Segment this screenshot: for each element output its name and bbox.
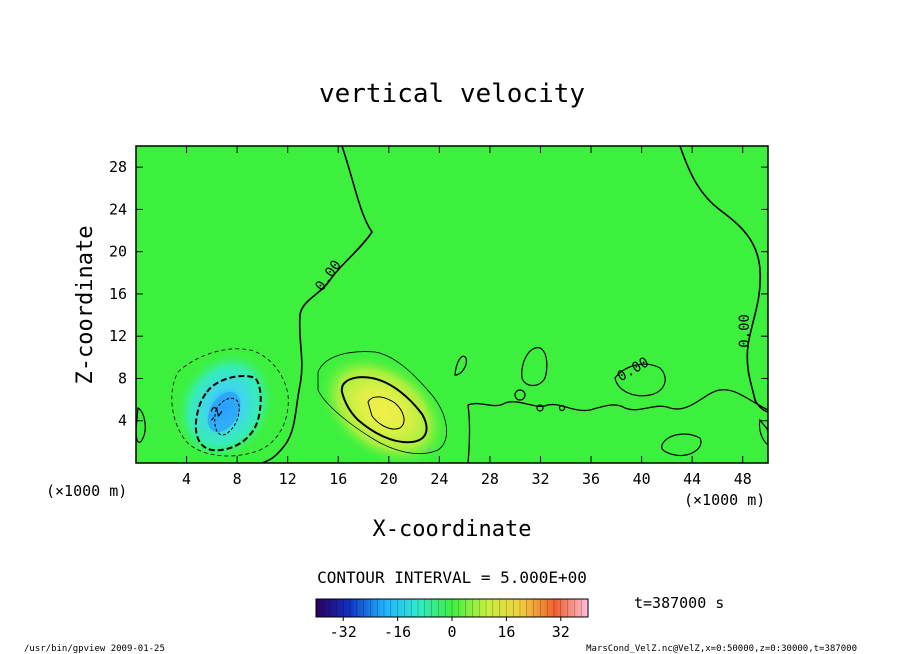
contour-cell-i bbox=[758, 418, 768, 446]
plot-area: 0.000.000.00-2 4 8 12 16 20 24 28 32 36 40 44 48 48… bbox=[109, 145, 769, 488]
contour-interval: CONTOUR INTERVAL = 5.000E+00 bbox=[317, 568, 587, 587]
x-tick-label: 12 bbox=[279, 470, 297, 488]
x-tick-label: 32 bbox=[531, 470, 549, 488]
colorbar-tick-label: 16 bbox=[497, 623, 515, 641]
x-tick-label: 36 bbox=[582, 470, 600, 488]
footer-right: MarsCond_VelZ.nc@VelZ,x=0:50000,z=0:3000… bbox=[586, 644, 857, 654]
zero-contour-lower bbox=[467, 389, 768, 463]
contour-cell-e bbox=[536, 404, 544, 412]
colorbar-ticks: -32 -16 0 16 32 bbox=[330, 617, 570, 641]
footer-left: /usr/bin/gpview 2009-01-25 bbox=[24, 644, 165, 654]
contour-updraft-outer bbox=[317, 351, 447, 455]
plot-frame bbox=[135, 145, 769, 464]
colorbar-tick-label: -32 bbox=[330, 623, 357, 641]
x-axis-label: X-coordinate bbox=[373, 517, 532, 542]
contour-cell-f bbox=[558, 404, 566, 412]
contour-cell-b bbox=[454, 355, 467, 376]
contour-cell-h bbox=[614, 363, 666, 397]
y-tick-label: 28 bbox=[109, 158, 127, 176]
x-tick-label: 28 bbox=[481, 470, 499, 488]
x-unit-label-right: (×1000 m) bbox=[684, 491, 765, 509]
contour-label: -2 bbox=[203, 404, 226, 427]
x-tick-label: 44 bbox=[683, 470, 701, 488]
colorbar: -32 -16 0 16 32 bbox=[315, 598, 589, 641]
contour-downdraft-inner bbox=[214, 397, 240, 436]
time-label: t=387000 s bbox=[634, 594, 724, 612]
x-tick-label: 40 bbox=[633, 470, 651, 488]
x-tick-label: 8 bbox=[233, 470, 242, 488]
contour-lines bbox=[136, 146, 768, 463]
x-axis-ticks: 4 8 12 16 20 24 28 32 36 40 44 48 bbox=[182, 146, 752, 488]
updraft-shading bbox=[317, 352, 449, 463]
y-axis-label: Z-coordinate bbox=[73, 226, 98, 385]
y-tick-label: 24 bbox=[109, 200, 127, 218]
colorbar-dividers bbox=[322, 599, 582, 617]
colorbar-tick-label: 32 bbox=[552, 623, 570, 641]
x-tick-label: 16 bbox=[329, 470, 347, 488]
y-axis-ticks: 4 8 12 16 20 24 28 bbox=[109, 158, 768, 430]
contour-cell-a bbox=[521, 347, 548, 387]
y-tick-label: 8 bbox=[118, 369, 127, 387]
x-tick-label: 4 bbox=[182, 470, 191, 488]
x-tick-label: 48 bbox=[734, 470, 752, 488]
colorbar-tick-label: 0 bbox=[447, 623, 456, 641]
contour-label: 0.00 bbox=[737, 314, 753, 348]
downdraft-core-shading bbox=[207, 391, 241, 433]
x-tick-label: 24 bbox=[430, 470, 448, 488]
y-tick-label: 12 bbox=[109, 327, 127, 345]
chart-title: vertical velocity bbox=[319, 79, 585, 109]
zero-contour-right bbox=[679, 146, 768, 413]
shaded-field: 0.000.000.00-2 bbox=[136, 146, 768, 463]
y-tick-label: 20 bbox=[109, 243, 127, 261]
contour-cell-c bbox=[661, 433, 702, 457]
x-unit-label-left: (×1000 m) bbox=[46, 482, 127, 500]
contour-updraft-inner bbox=[367, 396, 405, 430]
contour-downdraft-outer bbox=[171, 348, 289, 457]
y-tick-label: 16 bbox=[109, 285, 127, 303]
zero-contour-main bbox=[261, 146, 373, 463]
x-tick-label: 20 bbox=[380, 470, 398, 488]
colorbar-tick-label: -16 bbox=[384, 623, 411, 641]
contour-downdraft-mid bbox=[194, 374, 262, 452]
y-tick-label: 4 bbox=[118, 412, 127, 430]
contour-updraft-mid bbox=[340, 376, 428, 444]
contour-cell-g bbox=[514, 389, 526, 401]
